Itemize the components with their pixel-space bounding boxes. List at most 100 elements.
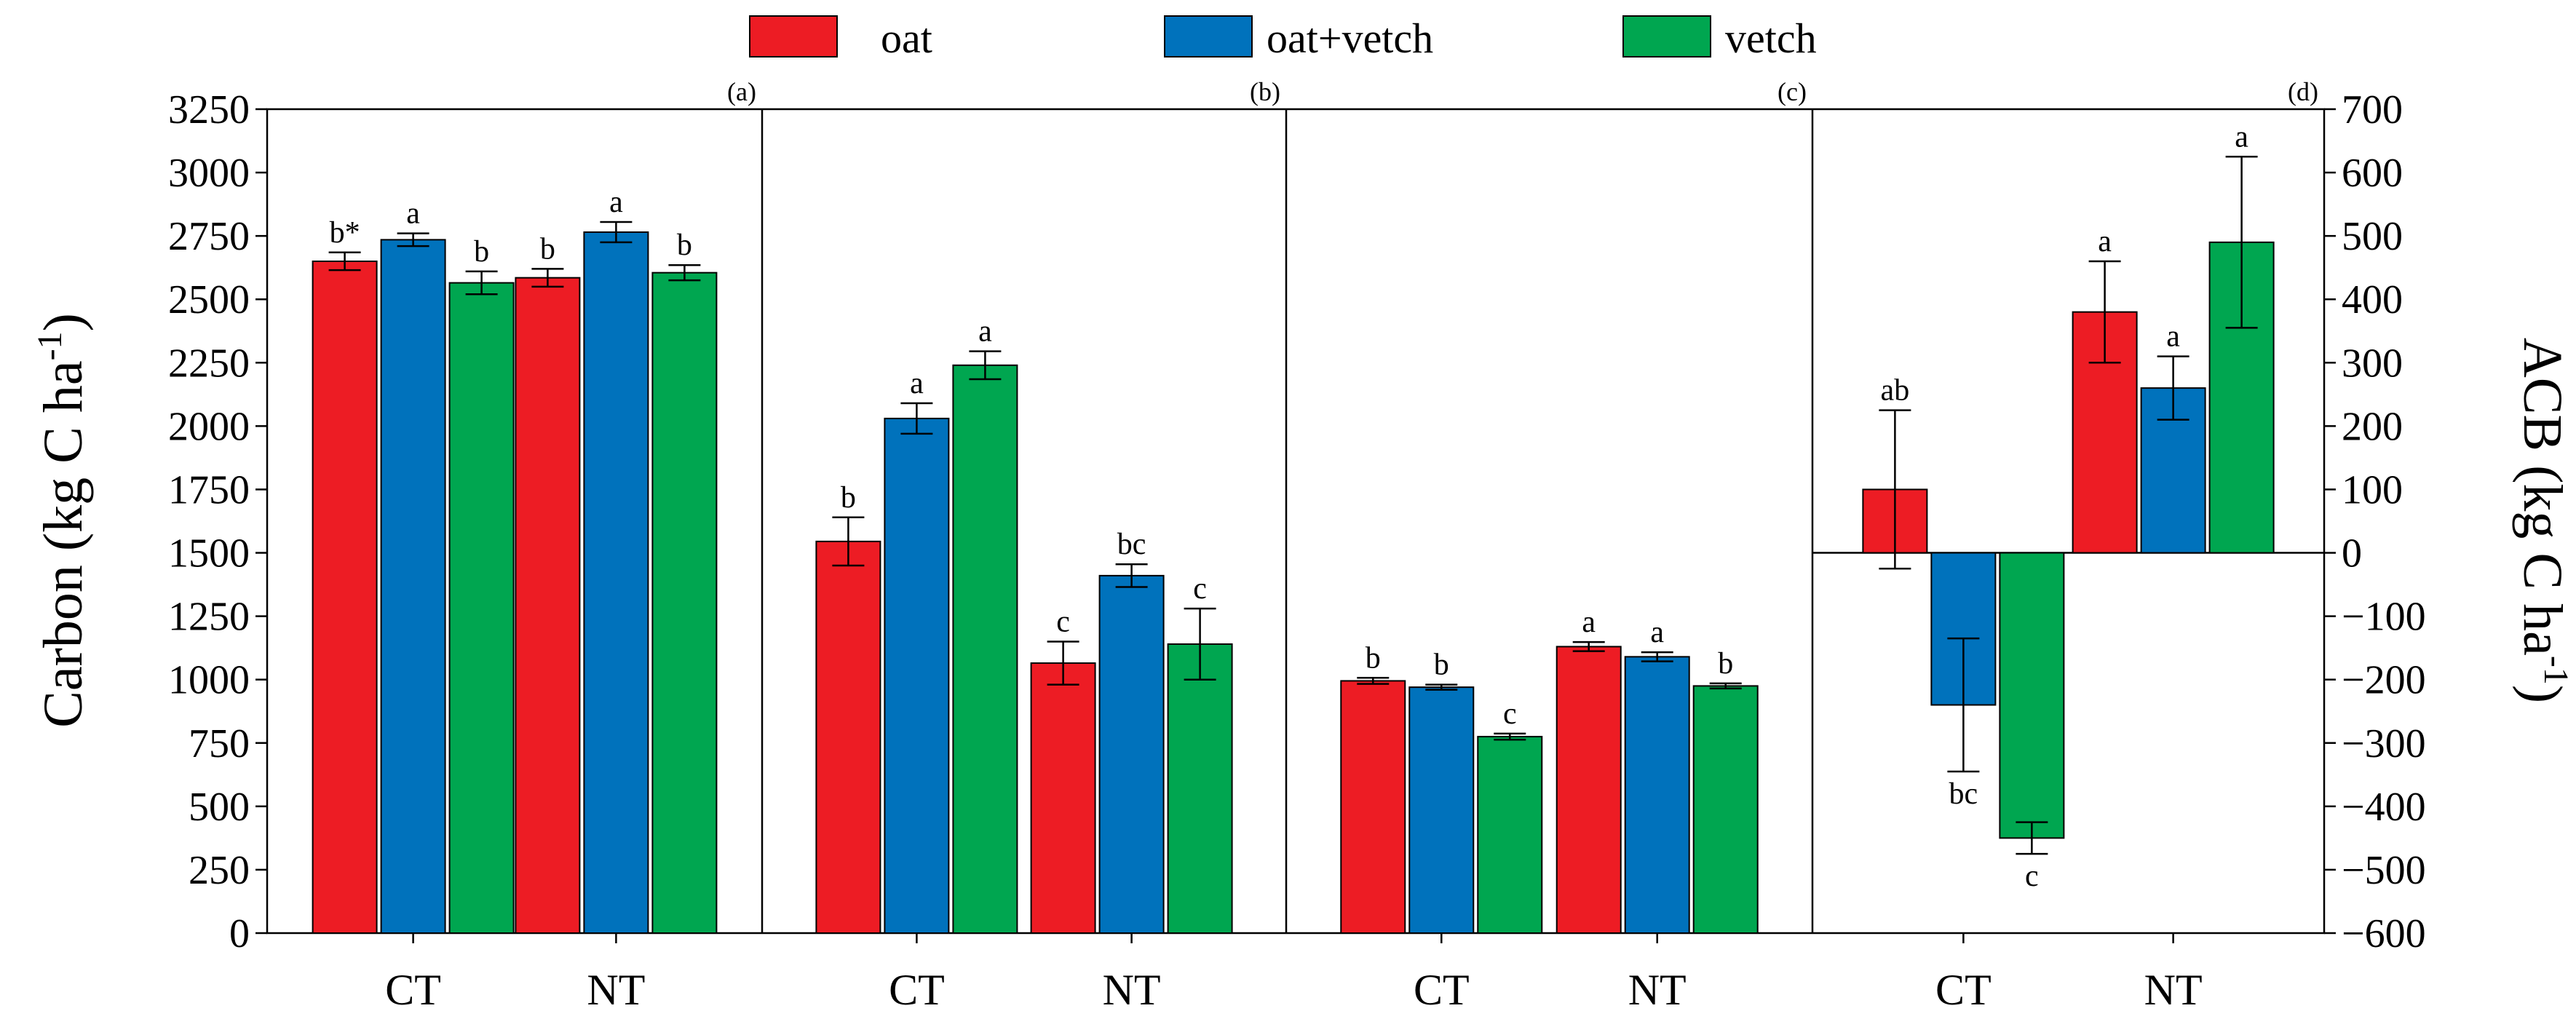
bar bbox=[380, 239, 446, 934]
bar bbox=[1624, 656, 1690, 934]
panel-tag: (b) bbox=[1250, 77, 1280, 106]
bar bbox=[651, 271, 718, 934]
significance-letter: a bbox=[2166, 320, 2180, 354]
left-tick-label: 2250 bbox=[168, 341, 250, 386]
right-tick-label: 300 bbox=[2342, 341, 2403, 386]
legend-label-vetch: vetch bbox=[1725, 15, 1817, 62]
legend-label-oat: oat bbox=[881, 15, 932, 62]
significance-letter: a bbox=[1582, 606, 1596, 639]
legend-swatch-oat bbox=[749, 15, 838, 58]
right-tick-label: −300 bbox=[2342, 721, 2426, 766]
significance-letter: b bbox=[1718, 647, 1733, 681]
legend: oat oat+vetch vetch bbox=[749, 15, 1817, 62]
left-tick-label: 0 bbox=[229, 911, 250, 956]
significance-letter: a bbox=[978, 315, 992, 349]
right-tick-label: 500 bbox=[2342, 214, 2403, 259]
right-axis-label-sup: -1 bbox=[2537, 656, 2575, 685]
significance-letter: a bbox=[2235, 120, 2248, 154]
bar bbox=[312, 260, 378, 934]
significance-letter: a bbox=[1650, 616, 1664, 649]
legend-swatch-oat-vetch bbox=[1164, 15, 1253, 58]
left-tick-label: 250 bbox=[189, 848, 250, 893]
axes-layer: 0250500750100012501500175020002250250027… bbox=[168, 77, 2426, 1014]
x-category-label: NT bbox=[2144, 966, 2203, 1014]
right-tick-label: 600 bbox=[2342, 151, 2403, 196]
left-tick-label: 2750 bbox=[168, 214, 250, 259]
right-tick-label: 100 bbox=[2342, 467, 2403, 512]
right-tick-label: −100 bbox=[2342, 595, 2426, 640]
significance-letter: c bbox=[1503, 697, 1517, 731]
legend-label-oat-vetch: oat+vetch bbox=[1267, 15, 1433, 62]
left-tick-label: 2500 bbox=[168, 277, 250, 322]
significance-letter: a bbox=[910, 367, 924, 400]
significance-letter: a bbox=[2098, 225, 2112, 258]
plot-frame bbox=[266, 108, 2326, 935]
left-tick-label: 1750 bbox=[168, 467, 250, 512]
panel-tag: (d) bbox=[2288, 77, 2318, 106]
left-tick-label: 2000 bbox=[168, 404, 250, 449]
left-tick-label: 1000 bbox=[168, 658, 250, 703]
left-axis-label-sup: -1 bbox=[31, 331, 69, 360]
significance-letter: c bbox=[1056, 605, 1070, 638]
x-category-label: CT bbox=[1414, 966, 1470, 1014]
bar bbox=[515, 277, 581, 934]
right-tick-label: −600 bbox=[2342, 911, 2426, 956]
significance-letter: a bbox=[609, 186, 623, 219]
x-category-label: CT bbox=[889, 966, 945, 1014]
significance-letter: c bbox=[1193, 572, 1207, 606]
right-axis-label-close: ) bbox=[2512, 685, 2573, 703]
left-tick-label: 1500 bbox=[168, 531, 250, 576]
left-tick-label: 3250 bbox=[168, 87, 250, 132]
x-category-label: CT bbox=[385, 966, 441, 1014]
bar bbox=[1030, 662, 1096, 934]
x-category-label: NT bbox=[1103, 966, 1161, 1014]
bar bbox=[448, 282, 515, 934]
panel-tag: (c) bbox=[1778, 77, 1807, 106]
right-tick-label: −500 bbox=[2342, 848, 2426, 893]
bar bbox=[815, 540, 881, 934]
significance-letter: a bbox=[406, 197, 420, 231]
significance-letter: b bbox=[1366, 641, 1381, 675]
bar bbox=[1408, 686, 1475, 934]
bar bbox=[1555, 646, 1622, 934]
x-category-label: CT bbox=[1935, 966, 1992, 1014]
significance-letter: b bbox=[474, 235, 489, 269]
bar bbox=[884, 417, 950, 934]
right-tick-label: 400 bbox=[2342, 277, 2403, 322]
bar bbox=[583, 231, 649, 934]
x-category-label: NT bbox=[1628, 966, 1687, 1014]
left-tick-label: 3000 bbox=[168, 151, 250, 196]
significance-letter: b bbox=[540, 232, 555, 266]
panel-tag: (a) bbox=[727, 77, 756, 106]
right-tick-label: −400 bbox=[2342, 785, 2426, 830]
left-axis-label-close: ) bbox=[33, 313, 94, 331]
left-tick-label: 750 bbox=[189, 721, 250, 766]
left-tick-label: 1250 bbox=[168, 595, 250, 640]
bar bbox=[1098, 574, 1165, 935]
significance-letter: b* bbox=[330, 216, 360, 250]
bar bbox=[952, 364, 1018, 934]
bar bbox=[1692, 685, 1759, 935]
significance-letter: b bbox=[841, 481, 856, 515]
right-axis-label-main: ACB (kg C ha bbox=[2512, 338, 2573, 656]
right-tick-label: −200 bbox=[2342, 658, 2426, 703]
bar bbox=[1167, 643, 1233, 935]
significance-letter: b bbox=[677, 229, 692, 262]
bar bbox=[1999, 552, 2065, 839]
significance-letter: c bbox=[2025, 860, 2039, 893]
significance-letter: bc bbox=[1117, 528, 1146, 561]
right-axis-label: ACB (kg C ha-1) bbox=[2512, 338, 2575, 703]
left-axis-label: Carbon (kg C ha-1) bbox=[31, 313, 94, 728]
bar bbox=[1477, 736, 1543, 934]
right-tick-label: 0 bbox=[2342, 531, 2362, 576]
significance-letter: ab bbox=[1881, 374, 1910, 408]
x-category-label: NT bbox=[587, 966, 645, 1014]
left-tick-label: 500 bbox=[189, 785, 250, 830]
left-axis-label-main: Carbon (kg C ha bbox=[33, 360, 94, 727]
right-tick-label: 700 bbox=[2342, 87, 2403, 132]
bar bbox=[1340, 680, 1406, 934]
legend-swatch-vetch bbox=[1622, 15, 1711, 58]
significance-letter: b bbox=[1434, 649, 1449, 682]
